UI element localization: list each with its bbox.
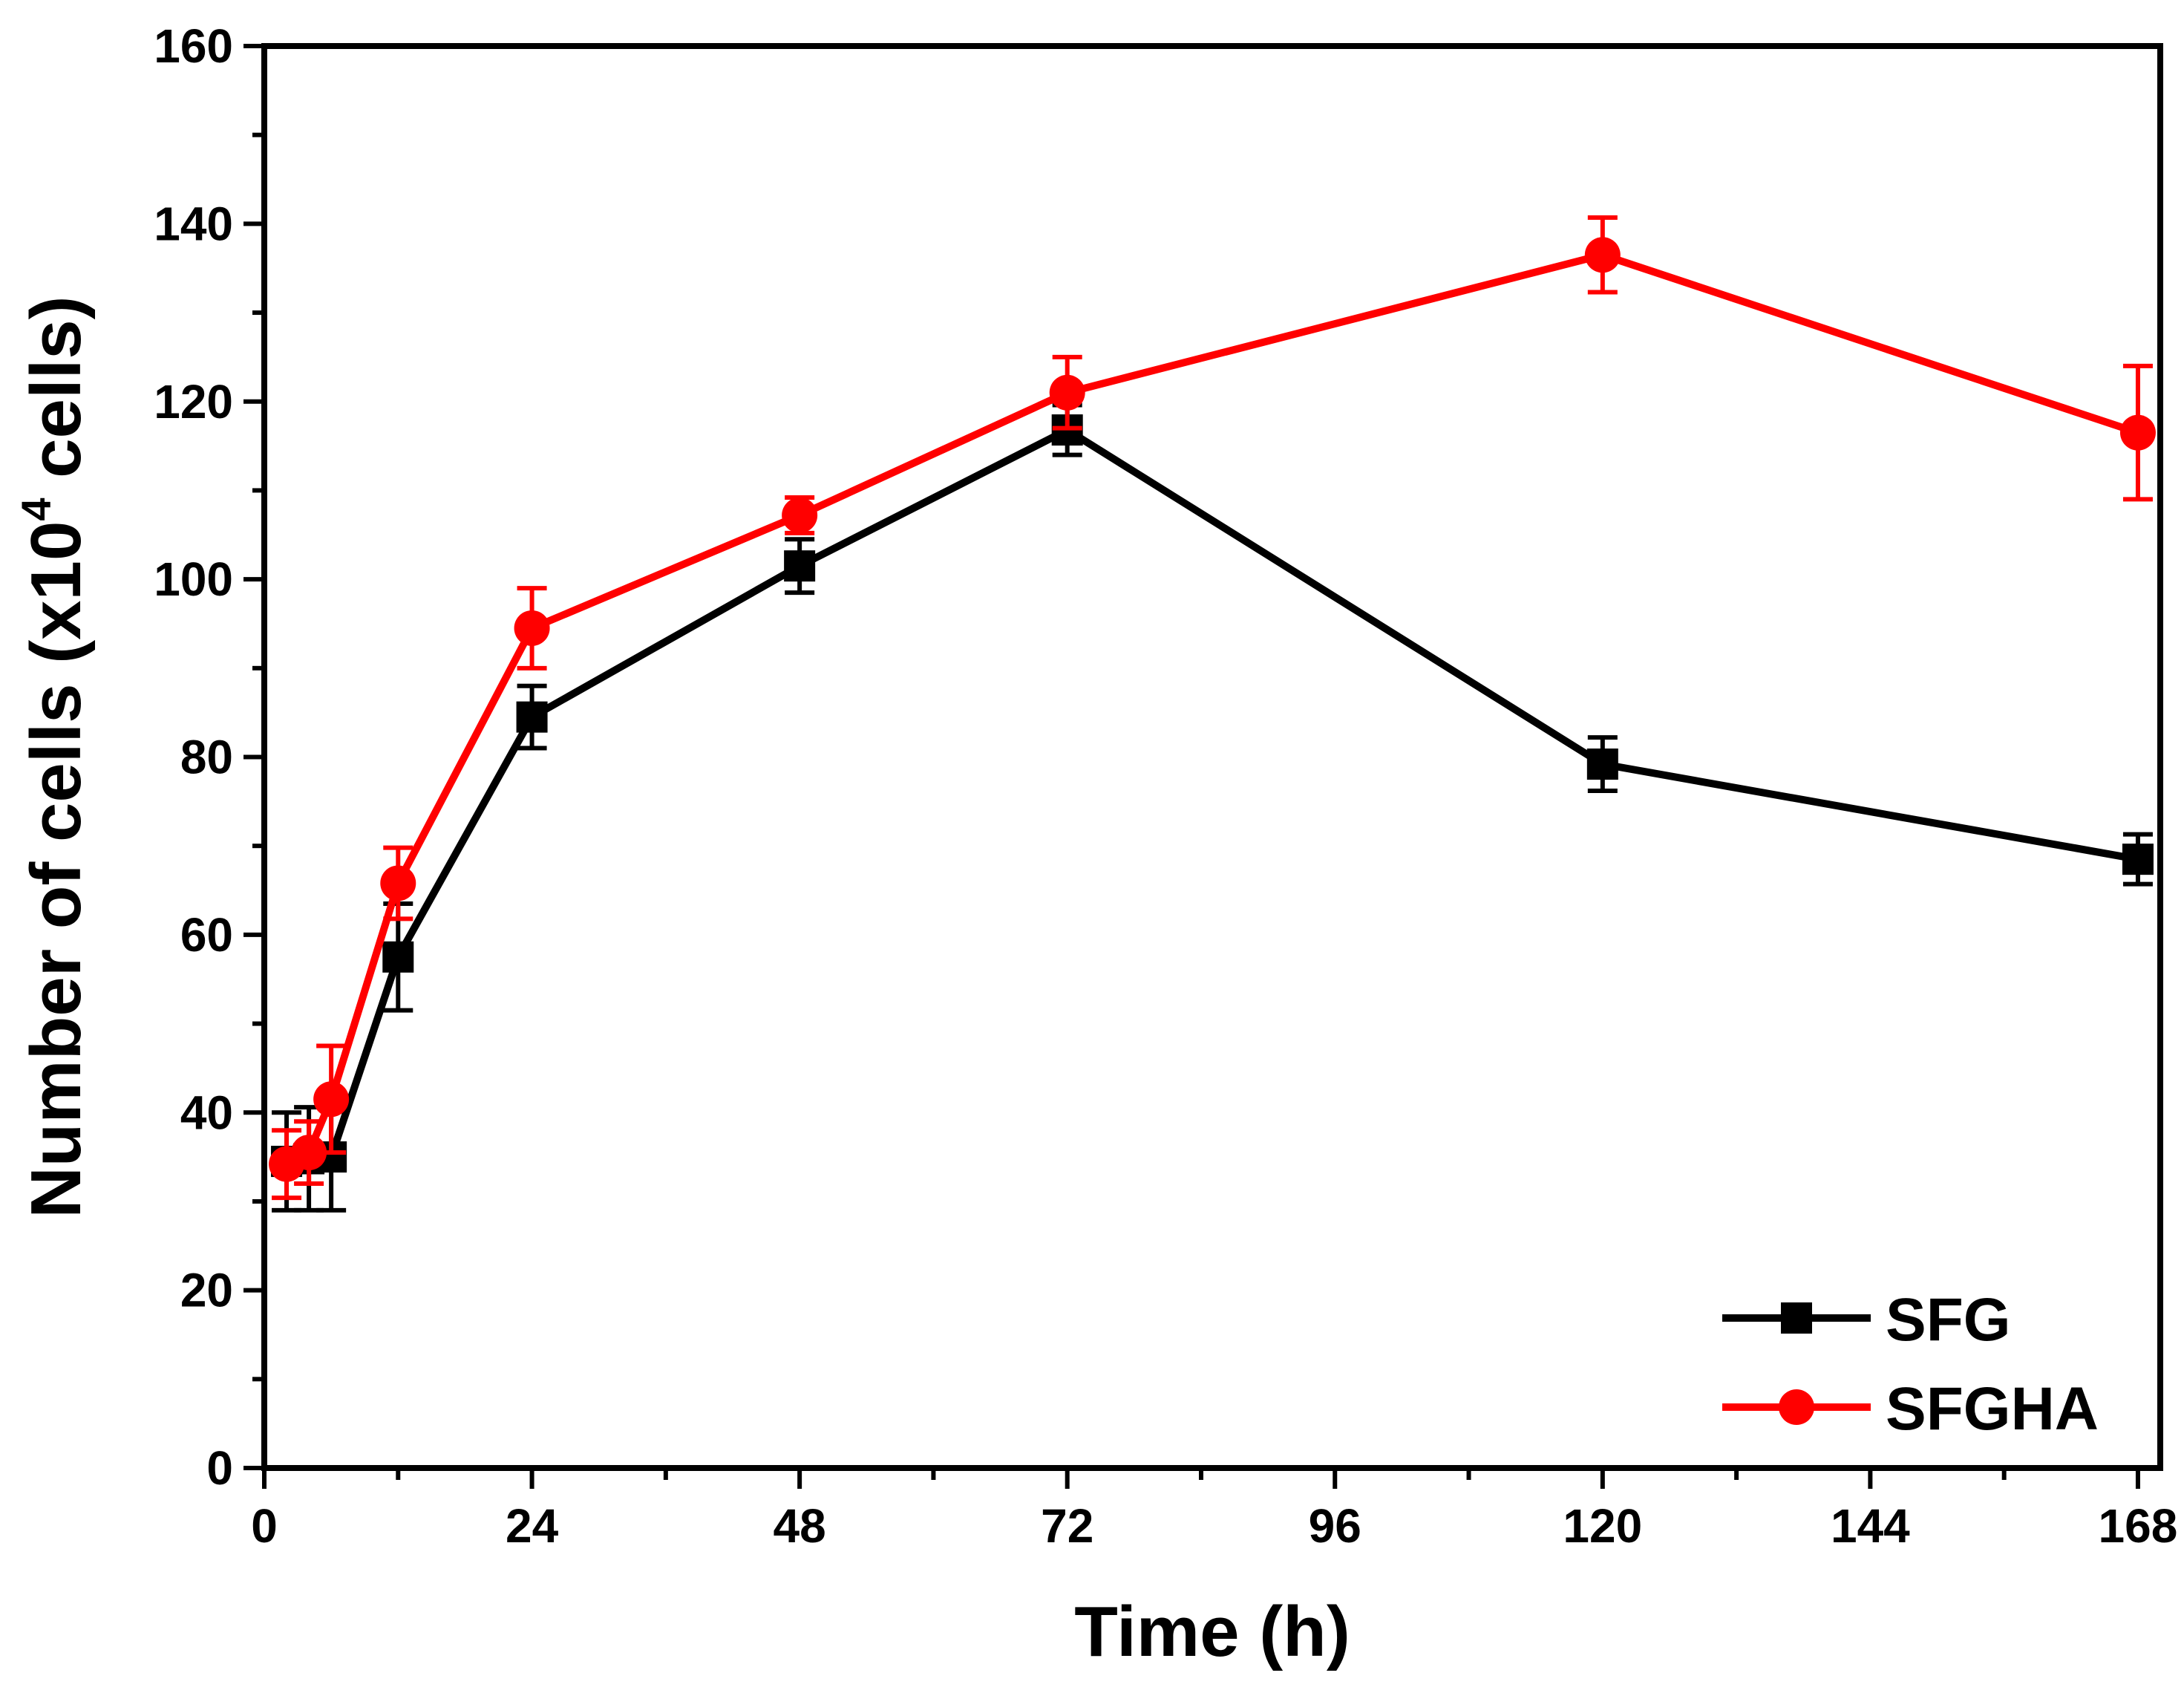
y-axis-title-main: Number of cells (x10 (16, 521, 96, 1219)
y-tick-label: 120 (154, 375, 233, 428)
y-tick-label: 140 (154, 197, 233, 250)
y-axis-title-superscript: 4 (13, 498, 59, 521)
x-tick-label: 120 (1563, 1499, 1642, 1553)
y-tick-label: 60 (180, 908, 233, 962)
data-point (516, 701, 548, 733)
y-axis-title: Number of cells (x104 cells) (13, 296, 96, 1218)
series-sfgha (269, 215, 2156, 1201)
data-point (1584, 237, 1621, 273)
legend-marker-sfgha (1779, 1389, 1814, 1425)
x-tick-label: 72 (1041, 1499, 1093, 1553)
x-tick-label: 168 (2099, 1499, 2178, 1553)
data-point (2119, 414, 2156, 451)
y-tick-label: 100 (154, 552, 233, 606)
y-tick-label: 40 (180, 1086, 233, 1139)
legend: SFG SFGHA (1722, 1286, 2099, 1443)
data-point (313, 1081, 350, 1118)
data-point (382, 941, 414, 973)
data-point (380, 865, 416, 901)
data-point (784, 550, 816, 582)
data-point (2122, 844, 2154, 875)
axis-layer: 0 20 40 60 80 100 120 140 160 0 24 48 72 96 120 144 168 (154, 19, 2177, 1553)
series-line-sfg (286, 426, 2139, 1166)
legend-marker-sfg (1781, 1302, 1812, 1334)
x-tick-label: 96 (1309, 1499, 1361, 1553)
data-point (782, 497, 818, 533)
legend-label-sfg: SFG (1886, 1286, 2011, 1354)
y-tick-label: 20 (180, 1264, 233, 1317)
y-tick-label: 160 (154, 19, 233, 73)
x-tick-label: 48 (774, 1499, 826, 1553)
series-line-sfgha (284, 251, 2139, 1168)
y-axis-title-end: cells) (16, 296, 96, 498)
plot-frame (261, 43, 2163, 1471)
series-sfg (271, 402, 2154, 1213)
data-point (291, 1135, 327, 1171)
data-point (1049, 374, 1085, 411)
data-point (514, 610, 550, 646)
x-tick-label: 24 (506, 1499, 559, 1553)
series-layer (269, 215, 2156, 1213)
data-point (1586, 748, 1618, 780)
x-tick-label: 0 (251, 1499, 278, 1553)
y-tick-label: 0 (206, 1441, 233, 1495)
y-tick-label: 80 (180, 731, 233, 784)
x-tick-label: 144 (1831, 1499, 1910, 1553)
legend-label-sfgha: SFGHA (1886, 1375, 2099, 1443)
x-axis-title: Time (h) (1074, 1592, 1350, 1671)
